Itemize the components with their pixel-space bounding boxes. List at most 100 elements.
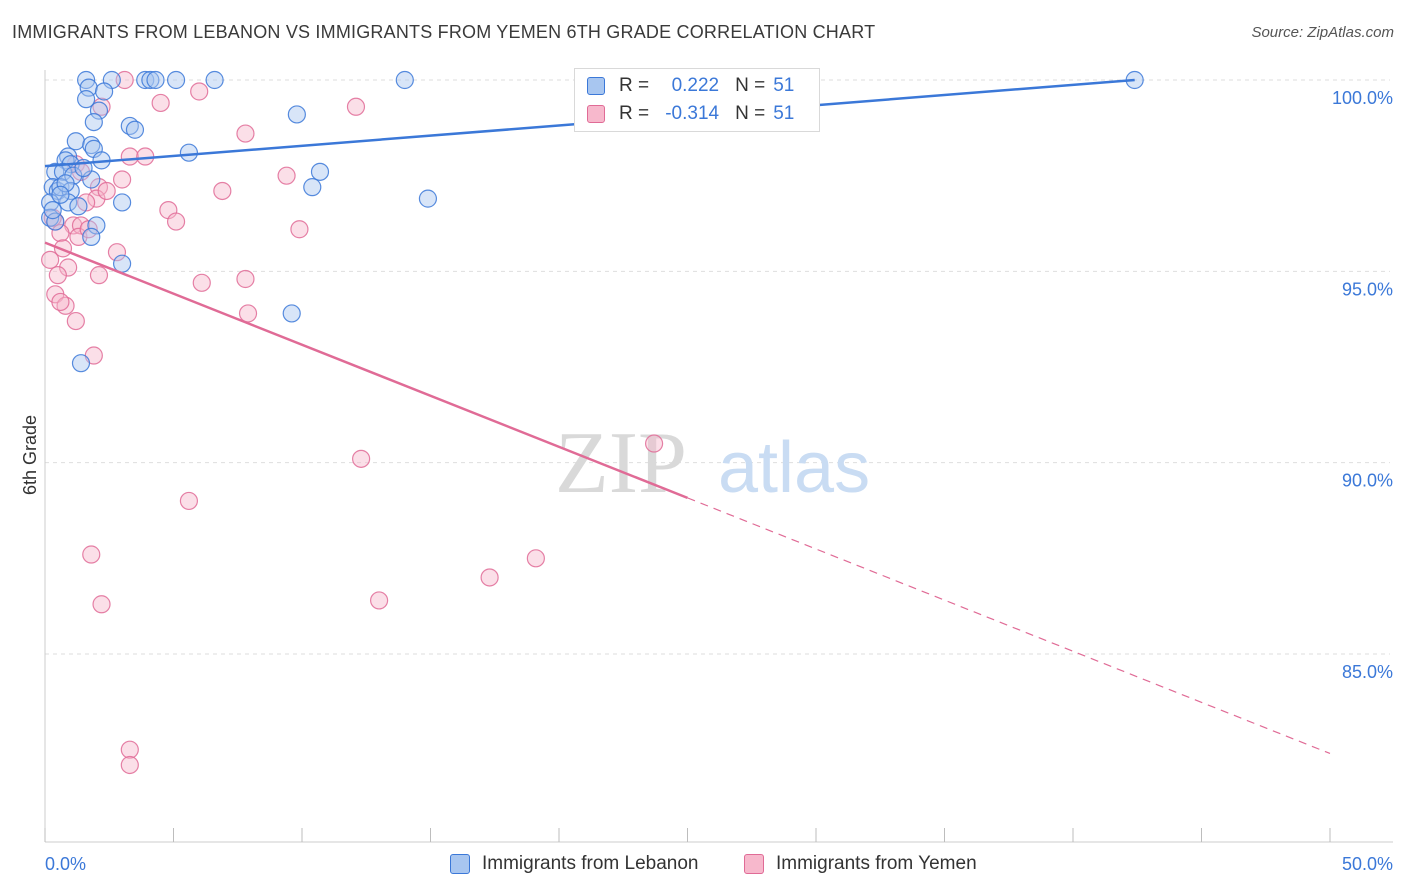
lebanon-swatch	[587, 77, 605, 95]
lebanon-points	[41, 70, 1144, 373]
lebanon-point	[125, 120, 145, 139]
lebanon-point	[66, 132, 85, 151]
tick-labels: 85.0% 90.0% 95.0% 100.0% 0.0% 50.0%	[45, 88, 1393, 874]
yemen-point	[213, 181, 232, 201]
lebanon-point	[53, 162, 73, 181]
lebanon-point	[136, 70, 155, 90]
lebanon-point	[69, 197, 88, 216]
yemen-point	[120, 755, 139, 775]
lebanon-point	[46, 212, 65, 231]
yemen-point	[89, 266, 109, 285]
yemen-point	[69, 227, 88, 246]
legend-lebanon[interactable]: Immigrants from Lebanon	[450, 852, 699, 876]
r-label: R =	[619, 75, 650, 96]
yemen-point	[190, 82, 209, 101]
yemen-point	[51, 223, 70, 243]
lebanon-point	[146, 70, 165, 90]
lebanon-point	[89, 101, 109, 120]
grid-lines	[45, 79, 1390, 655]
yemen-point	[120, 147, 139, 166]
lebanon-point	[112, 193, 132, 212]
lebanon-point	[418, 189, 438, 208]
lebanon-r-value: 0.222	[671, 75, 720, 96]
lebanon-legend-swatch	[450, 854, 470, 874]
legend-row-yemen: R = -0.314 N = 51	[587, 102, 794, 126]
lebanon-point	[205, 70, 224, 90]
yemen-point	[480, 568, 499, 587]
lebanon-point	[303, 178, 322, 197]
lebanon-point	[59, 193, 78, 212]
lebanon-point	[395, 70, 414, 90]
yemen-legend-label: Immigrants from Yemen	[776, 853, 977, 874]
yemen-point	[41, 250, 60, 269]
trend-lines	[44, 78, 1331, 755]
yemen-point	[526, 549, 545, 568]
source-label: Source: ZipAtlas.com	[1251, 24, 1394, 41]
lebanon-point	[71, 354, 91, 373]
yemen-point	[82, 545, 101, 564]
r-label: R =	[619, 103, 650, 124]
yemen-point	[51, 292, 70, 312]
yemen-point	[59, 258, 78, 277]
y-tick-label-85: 85.0%	[1342, 662, 1393, 682]
yemen-point	[192, 273, 211, 292]
lebanon-point	[84, 112, 103, 132]
yemen-point	[179, 491, 199, 511]
legend-yemen[interactable]: Immigrants from Yemen	[744, 852, 977, 876]
n-label: N =	[735, 103, 766, 124]
lebanon-point	[95, 82, 114, 101]
yemen-point	[87, 189, 106, 208]
yemen-point	[92, 595, 111, 614]
lebanon-point	[43, 201, 62, 220]
yemen-point	[277, 166, 296, 185]
yemen-point	[120, 740, 139, 759]
lebanon-point	[310, 162, 330, 181]
lebanon-point	[64, 166, 83, 185]
lebanon-point	[77, 90, 96, 109]
lebanon-point	[51, 185, 70, 204]
yemen-swatch	[587, 105, 605, 123]
watermark: ZIP atlas	[555, 415, 870, 512]
chart-title: IMMIGRANTS FROM LEBANON VS IMMIGRANTS FR…	[12, 22, 876, 42]
x-tick-label-max: 50.0%	[1342, 854, 1393, 874]
yemen-point	[644, 434, 664, 453]
lebanon-point	[82, 227, 101, 246]
lebanon-point	[87, 216, 106, 235]
y-tick-label-90: 90.0%	[1342, 471, 1393, 491]
y-axis-label: 6th Grade	[20, 415, 40, 495]
yemen-point	[352, 449, 371, 468]
lebanon-legend-label: Immigrants from Lebanon	[482, 853, 699, 874]
yemen-point	[236, 269, 255, 289]
lebanon-point	[166, 70, 186, 90]
legend-row-lebanon: R = 0.222 N = 51	[587, 74, 794, 98]
lebanon-point	[287, 105, 306, 124]
yemen-point	[370, 591, 389, 610]
axes	[44, 70, 1393, 843]
yemen-n-value: 51	[773, 103, 795, 124]
lebanon-n-value: 51	[773, 75, 795, 96]
yemen-point	[238, 304, 258, 323]
yemen-r-value: -0.314	[665, 103, 720, 124]
y-tick-label-95: 95.0%	[1342, 279, 1393, 299]
correlation-legend: R = 0.222 N = 51 R = -0.314 N = 51	[574, 68, 820, 132]
lebanon-point	[179, 143, 199, 162]
yemen-point	[151, 93, 170, 113]
yemen-point	[166, 212, 186, 231]
watermark-atlas: atlas	[718, 428, 870, 508]
yemen-point	[236, 124, 255, 143]
yemen-point	[97, 181, 116, 201]
lebanon-point	[56, 174, 75, 193]
yemen-point	[48, 266, 67, 285]
lebanon-point	[141, 70, 160, 90]
x-tick-label-min: 0.0%	[45, 854, 86, 874]
watermark-zip: ZIP	[555, 415, 687, 512]
lebanon-point	[282, 304, 301, 323]
yemen-point	[115, 70, 134, 90]
yemen-point	[112, 170, 132, 189]
yemen-point	[107, 243, 127, 262]
lebanon-point	[79, 78, 98, 97]
yemen-trend-extension	[687, 497, 1331, 755]
yemen-point	[66, 311, 85, 331]
yemen-point	[290, 220, 309, 239]
